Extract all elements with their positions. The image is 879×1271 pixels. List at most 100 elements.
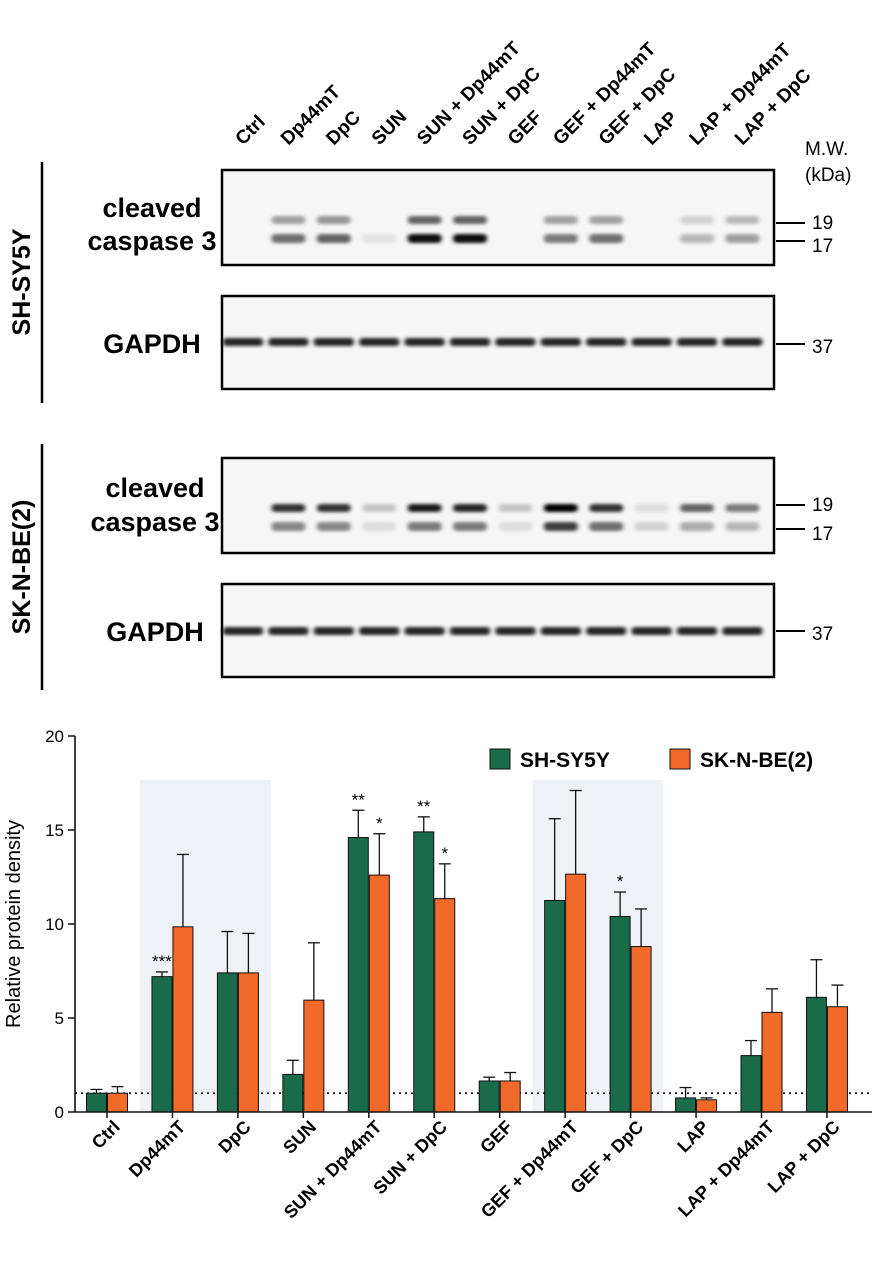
band-19kda-dp44mt xyxy=(271,504,306,512)
significance-marks: ***** ***** xyxy=(152,790,624,971)
protein-label-gapdh: GAPDH xyxy=(106,617,204,647)
band-gapdh-sun xyxy=(359,338,400,346)
significance-sh-sy5y-sun-dpc: ** xyxy=(417,797,431,816)
legend-swatch-sk-n-be-2 xyxy=(669,748,691,770)
x-category-label-sun: SUN xyxy=(279,1117,320,1158)
lane-label-lap: LAP xyxy=(640,108,682,150)
band-gapdh-gef xyxy=(495,627,536,635)
protein-label-caspase-line2: caspase 3 xyxy=(90,507,219,537)
y-tick-label-15: 15 xyxy=(45,821,64,840)
mw-label-19-sk-n-be2: 19 xyxy=(812,495,833,516)
lane-label-gef: GEF xyxy=(504,107,546,149)
band-17kda-gef-dpc xyxy=(589,234,624,243)
band-gapdh-dp44mt xyxy=(268,627,309,635)
bar-sh-sy5y-gef-dp44mt xyxy=(544,900,566,1113)
significance-sk-n-be-2-sun-dp44mt: * xyxy=(376,814,383,833)
band-17kda-sun-dp44mt xyxy=(407,234,442,243)
bar-sh-sy5y-sun-dp44mt xyxy=(347,837,369,1113)
bar-sk-n-be-2-lap-dp44mt xyxy=(761,1011,783,1113)
bar-sk-n-be-2-gef-dpc xyxy=(630,946,652,1113)
bands-caspase-sk-n-be2 xyxy=(271,504,760,531)
band-19kda-sun-dpc xyxy=(453,504,487,512)
significance-sk-n-be-2-sun-dpc: * xyxy=(441,844,448,863)
band-gapdh-sun-dpc xyxy=(450,627,490,635)
bar-sh-sy5y-ctrl xyxy=(86,1092,107,1113)
band-17kda-gef-dp44mt xyxy=(543,234,578,243)
band-gapdh-lap-dp44mt xyxy=(677,338,717,346)
bar-sh-sy5y-gef-dpc xyxy=(609,915,631,1113)
protein-label-caspase-line2: caspase 3 xyxy=(87,226,216,256)
band-gapdh-lap xyxy=(631,627,672,635)
band-19kda-sun-dp44mt xyxy=(407,216,442,224)
band-19kda-gef-dp44mt xyxy=(543,504,578,512)
legend-label-sk-n-be-2: SK-N-BE(2) xyxy=(700,749,813,772)
mw-label-37-sh-sy5y: 37 xyxy=(812,337,833,358)
band-19kda-lap-dp44mt xyxy=(680,216,714,224)
legend-label-sh-sy5y: SH-SY5Y xyxy=(520,749,610,772)
band-19kda-dpc xyxy=(316,216,351,224)
band-19kda-gef-dp44mt xyxy=(543,216,578,224)
bar-sh-sy5y-dpc xyxy=(216,972,238,1113)
bar-sh-sy5y-gef xyxy=(478,1080,500,1113)
bar-sk-n-be-2-gef xyxy=(499,1080,521,1113)
significance-sh-sy5y-gef-dpc: * xyxy=(617,872,624,891)
bar-sk-n-be-2-lap-dpc xyxy=(826,1006,848,1113)
x-category-label-dp44mt: Dp44mT xyxy=(125,1117,189,1181)
bar-sk-n-be-2-sun-dp44mt xyxy=(368,874,390,1113)
legend: SH-SY5Y SK-N-BE(2) xyxy=(489,748,813,772)
bar-sh-sy5y-lap-dp44mt xyxy=(740,1055,762,1113)
mw-header-line1: M.W. xyxy=(805,139,848,160)
band-gapdh-lap xyxy=(631,338,672,346)
band-19kda-lap-dpc xyxy=(725,216,760,224)
mw-label-19-sh-sy5y: 19 xyxy=(812,213,833,234)
protein-label-caspase-line1: cleaved xyxy=(105,473,204,503)
band-gapdh-dpc xyxy=(313,338,354,346)
band-gapdh-gef-dpc xyxy=(586,627,627,635)
band-19kda-lap xyxy=(634,504,669,512)
mw-header-line2: (kDa) xyxy=(805,165,851,186)
y-tick-label-0: 0 xyxy=(55,1103,64,1122)
bar-sk-n-be-2-sun-dpc xyxy=(434,898,456,1113)
error-bars xyxy=(90,789,844,1100)
band-17kda-lap-dp44mt xyxy=(680,234,714,243)
bar-sh-sy5y-lap-dpc xyxy=(805,996,827,1113)
band-17kda-sun xyxy=(362,234,397,243)
band-17kda-gef-dpc xyxy=(589,522,624,531)
band-gapdh-lap-dpc xyxy=(722,627,763,635)
y-tick-label-10: 10 xyxy=(45,915,64,934)
band-gapdh-gef-dpc xyxy=(586,338,627,346)
x-category-label-ctrl: Ctrl xyxy=(88,1117,124,1153)
bar-sh-sy5y-dp44mt xyxy=(151,976,173,1113)
band-gapdh-gef xyxy=(495,338,536,346)
band-gapdh-gef-dp44mt xyxy=(540,627,581,635)
band-17kda-sun xyxy=(362,522,397,531)
bands-gapdh-sh-sy5y xyxy=(223,338,763,346)
bar-sk-n-be-2-gef-dp44mt xyxy=(565,873,587,1113)
cell-line-label-sk-n-be2: SK-N-BE(2) xyxy=(8,500,36,635)
mw-label-37-sk-n-be2: 37 xyxy=(812,624,833,645)
band-19kda-gef xyxy=(498,504,533,512)
band-19kda-dp44mt xyxy=(271,216,306,224)
significance-sh-sy5y-sun-dp44mt: ** xyxy=(352,790,366,809)
band-19kda-sun-dp44mt xyxy=(407,504,442,512)
band-17kda-lap-dp44mt xyxy=(680,522,714,531)
band-gapdh-ctrl xyxy=(223,627,263,635)
band-17kda-sun-dpc xyxy=(453,234,487,243)
band-17kda-dp44mt xyxy=(271,234,306,243)
band-gapdh-lap-dp44mt xyxy=(677,627,717,635)
cell-line-label-sh-sy5y: SH-SY5Y xyxy=(8,228,36,335)
band-gapdh-ctrl xyxy=(223,338,263,346)
bar-sh-sy5y-sun xyxy=(282,1073,304,1113)
band-19kda-gef-dpc xyxy=(589,504,624,512)
bar-sk-n-be-2-ctrl xyxy=(107,1092,128,1113)
y-axis-title: Relative protein density xyxy=(3,820,25,1028)
bands-gapdh-sk-n-be2 xyxy=(223,627,763,635)
band-17kda-lap xyxy=(634,522,669,531)
band-gapdh-sun xyxy=(359,627,400,635)
bar-sk-n-be-2-dp44mt xyxy=(172,926,194,1113)
bar-sk-n-be-2-dpc xyxy=(237,972,259,1113)
band-17kda-lap-dpc xyxy=(725,234,760,243)
